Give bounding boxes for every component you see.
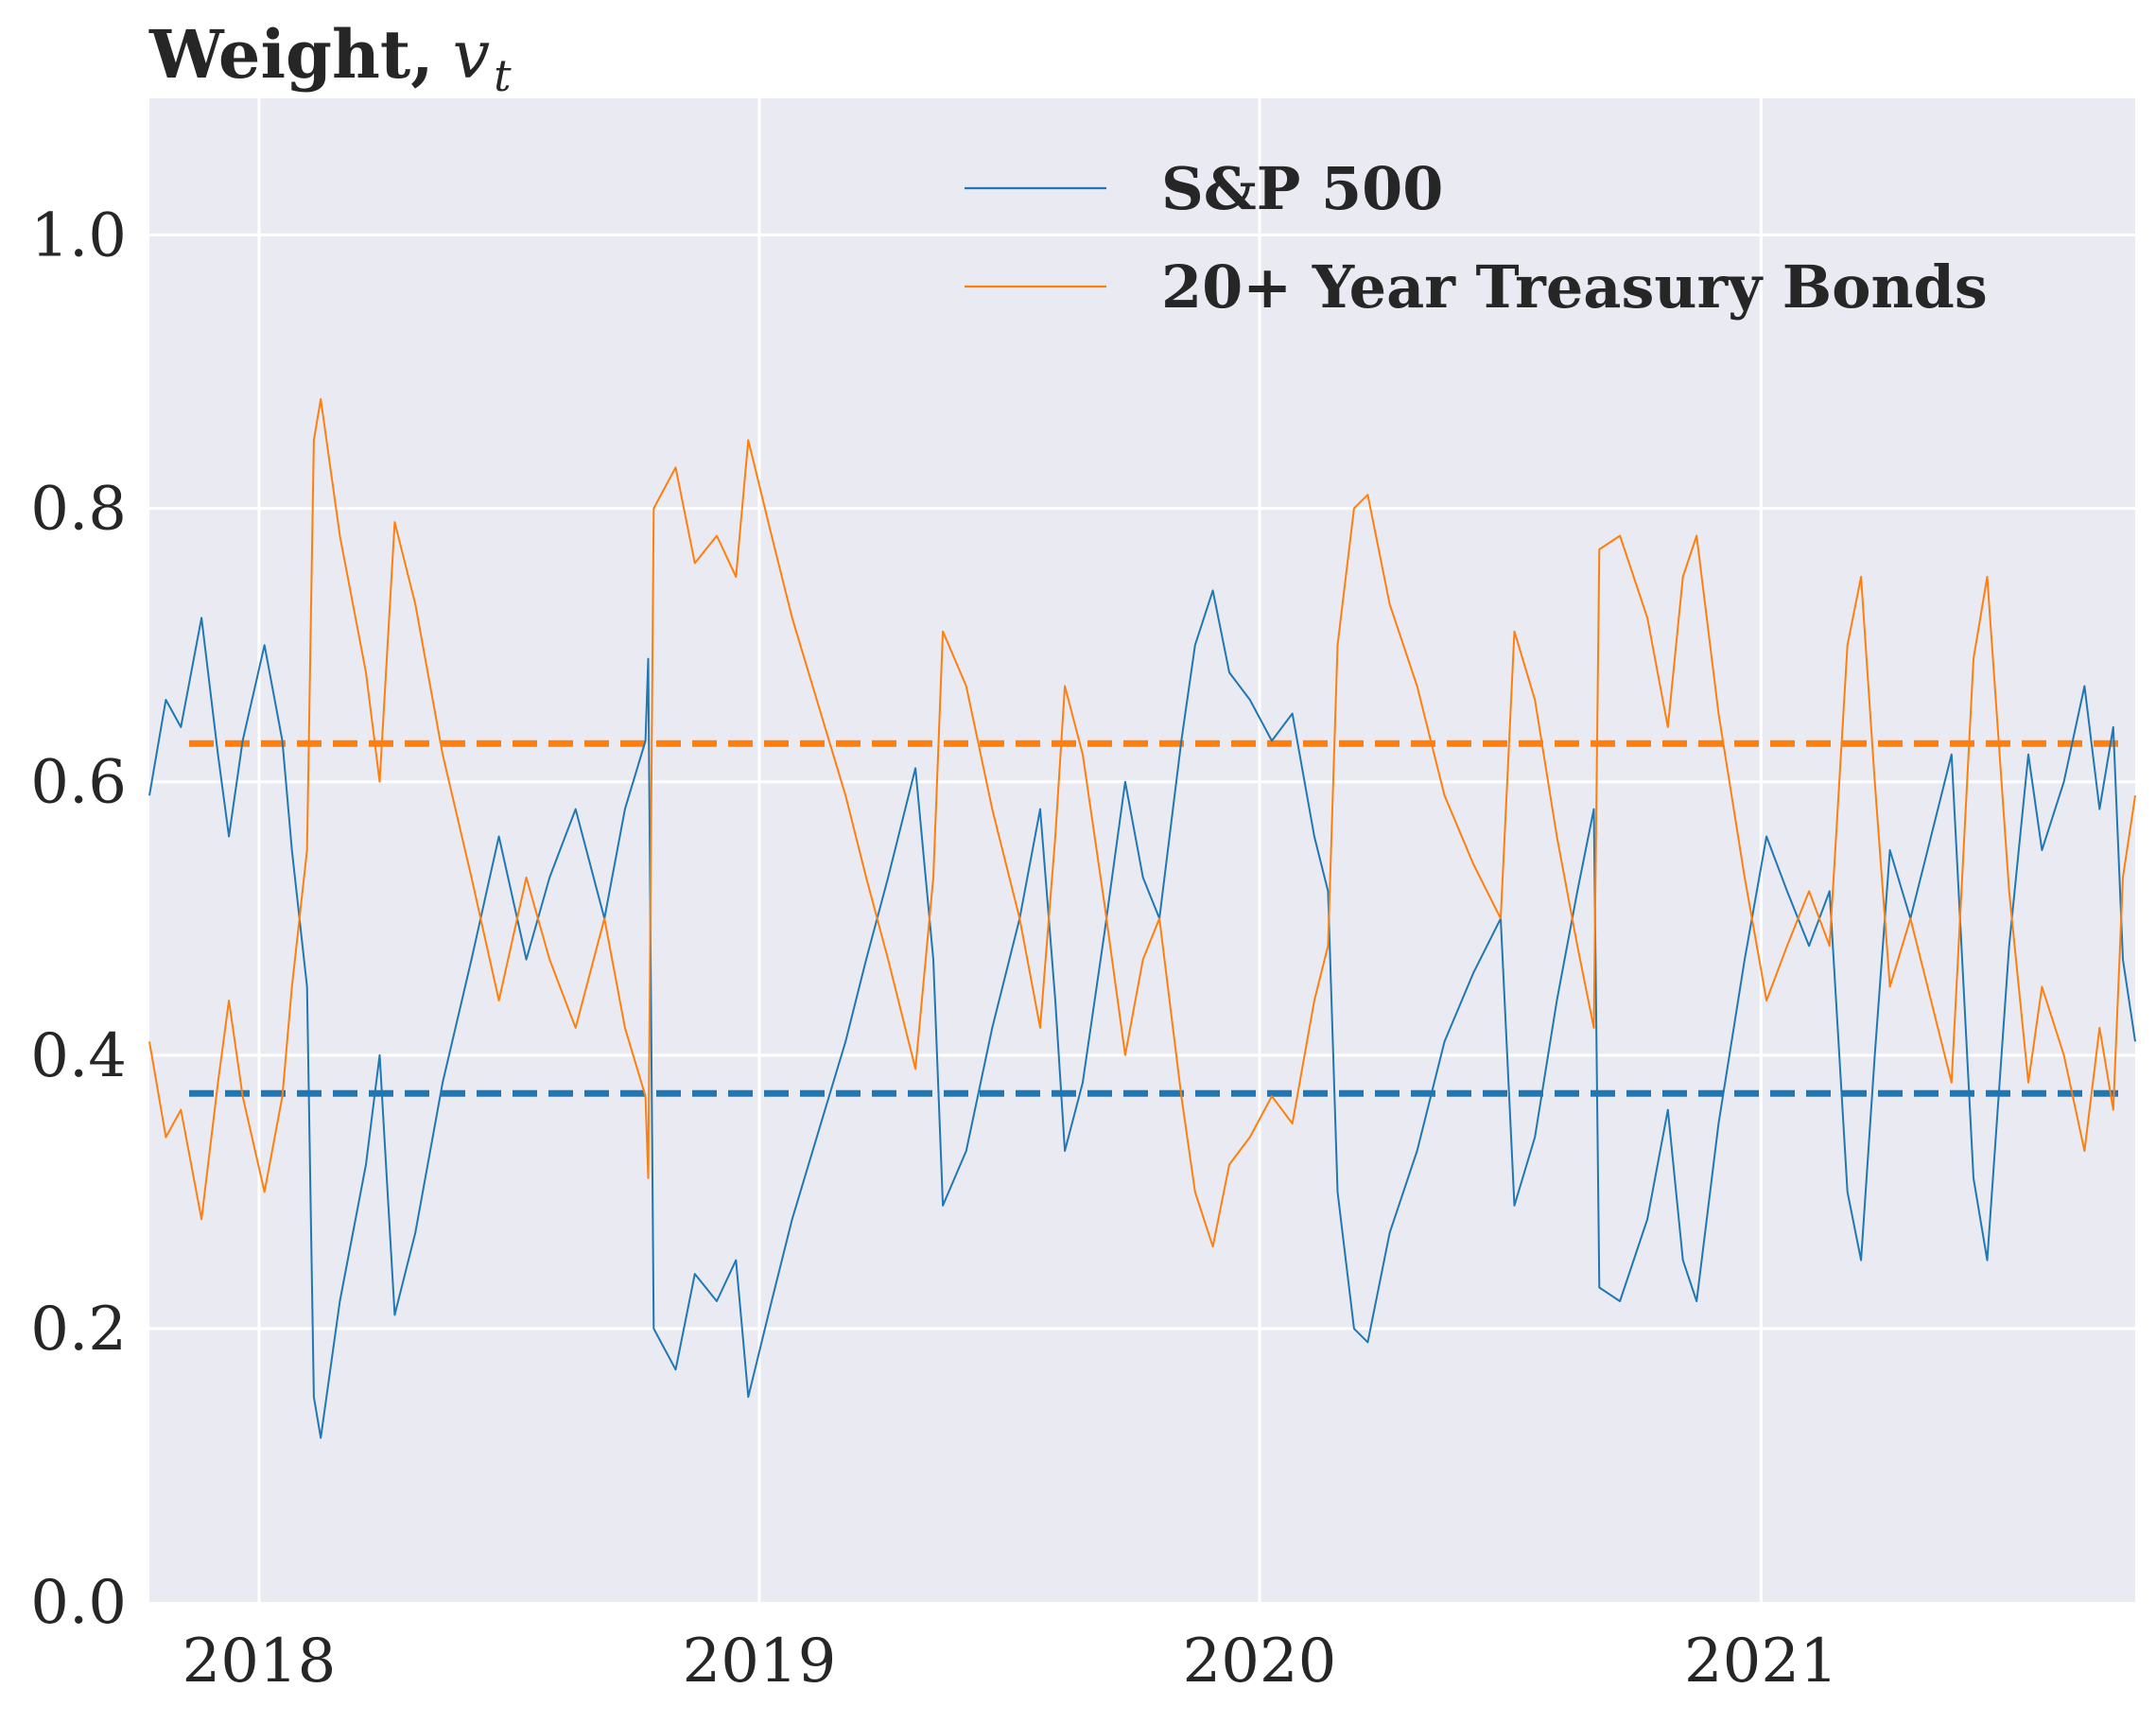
y-tick-label: 0.2 xyxy=(30,1295,127,1365)
grid-lines xyxy=(149,98,2135,1602)
legend-label-treasury: 20+ Year Treasury Bonds xyxy=(1161,252,1988,322)
y-axis-tick-labels: 0.0 0.2 0.4 0.6 0.8 1.0 xyxy=(30,201,127,1638)
plot-area-background xyxy=(149,98,2135,1602)
y-tick-label: 0.0 xyxy=(30,1568,127,1638)
chart-title-variable: v xyxy=(453,16,491,94)
y-tick-label: 0.8 xyxy=(30,475,127,545)
series-lines xyxy=(148,398,2136,1439)
legend: S&P 500 20+ Year Treasury Bonds xyxy=(965,154,1988,322)
y-tick-label: 0.4 xyxy=(30,1021,127,1091)
chart-title-subscript: t xyxy=(494,50,512,101)
y-tick-label: 1.0 xyxy=(30,201,127,271)
treasury-line xyxy=(148,398,2136,1248)
chart-title: Weight, v t xyxy=(148,15,512,101)
x-axis-tick-labels: 2018 2019 2020 2021 xyxy=(183,1627,1838,1697)
x-tick-label: 2019 xyxy=(682,1627,836,1697)
sp500-line xyxy=(148,589,2136,1439)
legend-label-sp500: S&P 500 xyxy=(1161,154,1443,223)
chart-title-text: Weight, xyxy=(148,15,434,94)
y-tick-label: 0.6 xyxy=(30,748,127,818)
x-tick-label: 2020 xyxy=(1182,1627,1336,1697)
x-tick-label: 2018 xyxy=(183,1627,337,1697)
x-tick-label: 2021 xyxy=(1684,1627,1838,1697)
